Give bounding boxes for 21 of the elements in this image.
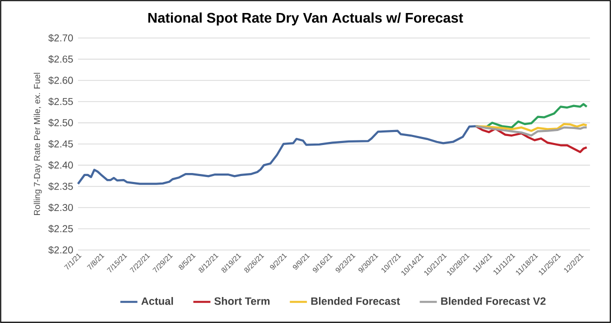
line-series <box>474 125 588 154</box>
y-tick-label: $2.60 <box>48 76 73 84</box>
y-tick-label: $2.30 <box>48 204 73 212</box>
line-series <box>76 125 477 185</box>
legend-label: Blended Forecast V2 <box>441 297 546 305</box>
y-tick-label: $2.50 <box>48 118 73 127</box>
y-tick-label: $2.20 <box>48 246 73 254</box>
legend-label: Short Term <box>214 297 270 305</box>
chart-title: National Spot Rate Dry Van Actuals w/ Forecast <box>148 12 464 26</box>
y-tick-label: $2.70 <box>48 34 73 42</box>
line-series <box>474 125 588 137</box>
y-tick-label: $2.35 <box>48 182 73 190</box>
y-tick-label: $2.45 <box>48 140 73 148</box>
y-tick-label: $2.25 <box>48 224 73 233</box>
legend-label: Blended Forecast <box>311 297 400 305</box>
legend-label: Actual <box>141 297 173 305</box>
y-axis-title: Rolling 7-Day Rate Per Mile, ex. Fuel <box>34 72 42 215</box>
y-tick-label: $2.40 <box>48 161 73 170</box>
line-series <box>474 122 588 132</box>
y-tick-label: $2.65 <box>48 55 73 64</box>
y-tick-label: $2.55 <box>48 98 73 106</box>
